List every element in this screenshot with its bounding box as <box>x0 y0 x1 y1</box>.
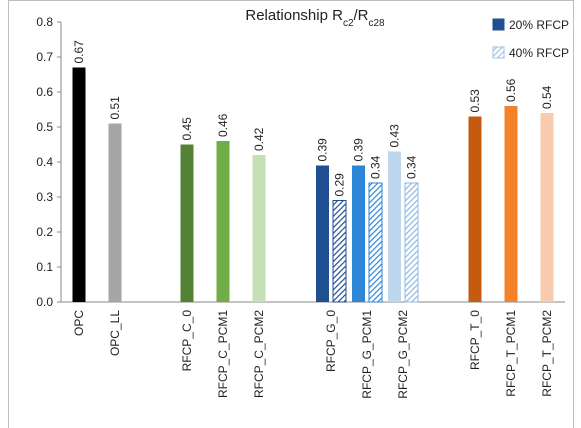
x-tick-label: RFCP_C_PCM2 <box>252 310 266 398</box>
y-tick-label: 0.2 <box>36 225 53 239</box>
legend-swatch <box>492 46 505 59</box>
x-tick-label: RFCP_C_0 <box>180 310 194 372</box>
x-tick-label: RFCP_T_PCM1 <box>504 310 518 397</box>
y-tick-label: 0.5 <box>36 120 53 134</box>
bar <box>108 123 122 302</box>
y-tick-label: 0.6 <box>36 85 53 99</box>
chart-border <box>8 0 574 428</box>
bar <box>72 67 86 302</box>
x-tick-label: RFCP_C_PCM1 <box>216 310 230 398</box>
value-label: 0.53 <box>468 89 482 113</box>
chart-title: Relationship Rc2/Rc28 <box>245 7 385 29</box>
y-tick-label: 0.7 <box>36 50 53 64</box>
y-tick-label: 0.3 <box>36 190 53 204</box>
value-label: 0.51 <box>108 96 122 120</box>
x-tick-label: OPC <box>72 310 86 336</box>
bar <box>180 144 194 302</box>
x-tick-label: OPC_LL <box>108 310 122 356</box>
legend-label: 40% RFCP <box>509 46 569 60</box>
value-label: 0.29 <box>333 173 347 197</box>
y-tick-label: 0.0 <box>36 295 53 309</box>
y-tick-label: 0.1 <box>36 260 53 274</box>
value-label: 0.42 <box>252 127 266 151</box>
title-part: c2 <box>343 18 354 29</box>
bar <box>316 165 329 302</box>
value-label: 0.46 <box>216 113 230 137</box>
y-tick-label: 0.8 <box>36 15 53 29</box>
bar <box>368 182 383 303</box>
bar <box>352 165 365 302</box>
value-label: 0.34 <box>405 155 419 179</box>
legend-swatch <box>492 18 505 31</box>
bar <box>468 116 482 302</box>
y-tick-label: 0.4 <box>36 155 53 169</box>
value-label: 0.67 <box>72 40 86 64</box>
value-label: 0.56 <box>504 78 518 102</box>
value-label: 0.54 <box>540 85 554 109</box>
bar <box>504 106 518 302</box>
value-label: 0.39 <box>316 138 330 162</box>
value-label: 0.45 <box>180 117 194 141</box>
x-tick-label: RFCP_T_0 <box>468 310 482 370</box>
bar <box>540 113 554 302</box>
x-tick-label: RFCP_G_0 <box>324 310 338 372</box>
bar <box>216 141 230 302</box>
x-tick-label: RFCP_T_PCM2 <box>540 310 554 397</box>
bar <box>404 182 419 303</box>
bar <box>252 155 266 302</box>
value-label: 0.43 <box>388 124 402 148</box>
value-label: 0.39 <box>352 138 366 162</box>
title-part: Relationship R <box>245 7 343 24</box>
bar <box>332 200 347 303</box>
x-tick-label: RFCP_G_PCM1 <box>360 310 374 399</box>
title-part: c28 <box>369 18 386 29</box>
value-label: 0.34 <box>369 155 383 179</box>
bar <box>388 151 401 302</box>
legend-label: 20% RFCP <box>509 18 569 32</box>
x-tick-label: RFCP_G_PCM2 <box>396 310 410 399</box>
title-part: /R <box>354 7 369 24</box>
